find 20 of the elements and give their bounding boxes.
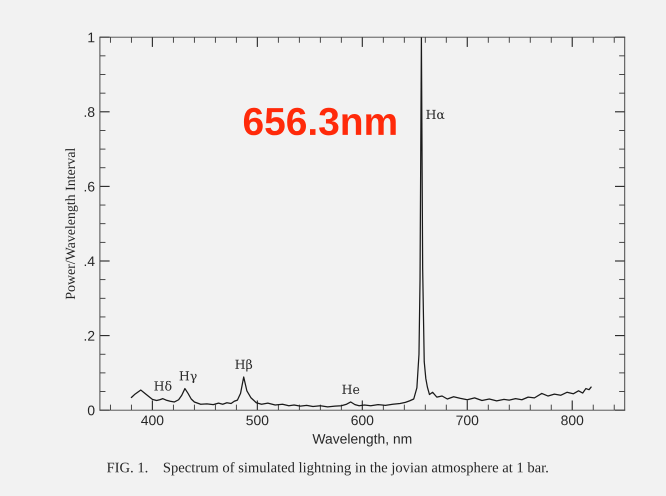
x-tick-label: 400 [141,415,164,426]
y-tick-label: 0 [88,406,94,416]
y-tick-label: .2 [84,330,94,341]
y-tick-label: 1 [88,32,94,42]
x-tick-label: 700 [456,415,478,426]
x-axis-title: Wavelength, nm [312,434,412,447]
annotation: 656.3nm [244,108,396,136]
y-tick-label: .6 [84,182,94,192]
x-tick-label: 600 [351,415,374,426]
x-tick-label: 500 [246,415,268,426]
annotation: Hγ [180,371,197,383]
x-tick-label: 800 [561,415,584,426]
y-axis-title: Power/Wavelength Interval [65,148,78,300]
annotation: He [342,384,360,394]
annotation: Hδ [154,380,172,391]
annotation: Hβ [235,359,252,372]
y-tick-label: .8 [84,107,94,117]
annotation: Hα [426,110,445,120]
y-tick-label: .4 [84,256,95,266]
caption: FIG. 1. Spectrum of simulated lightning in the jovian atmosphere at 1 bar. [106,462,548,476]
